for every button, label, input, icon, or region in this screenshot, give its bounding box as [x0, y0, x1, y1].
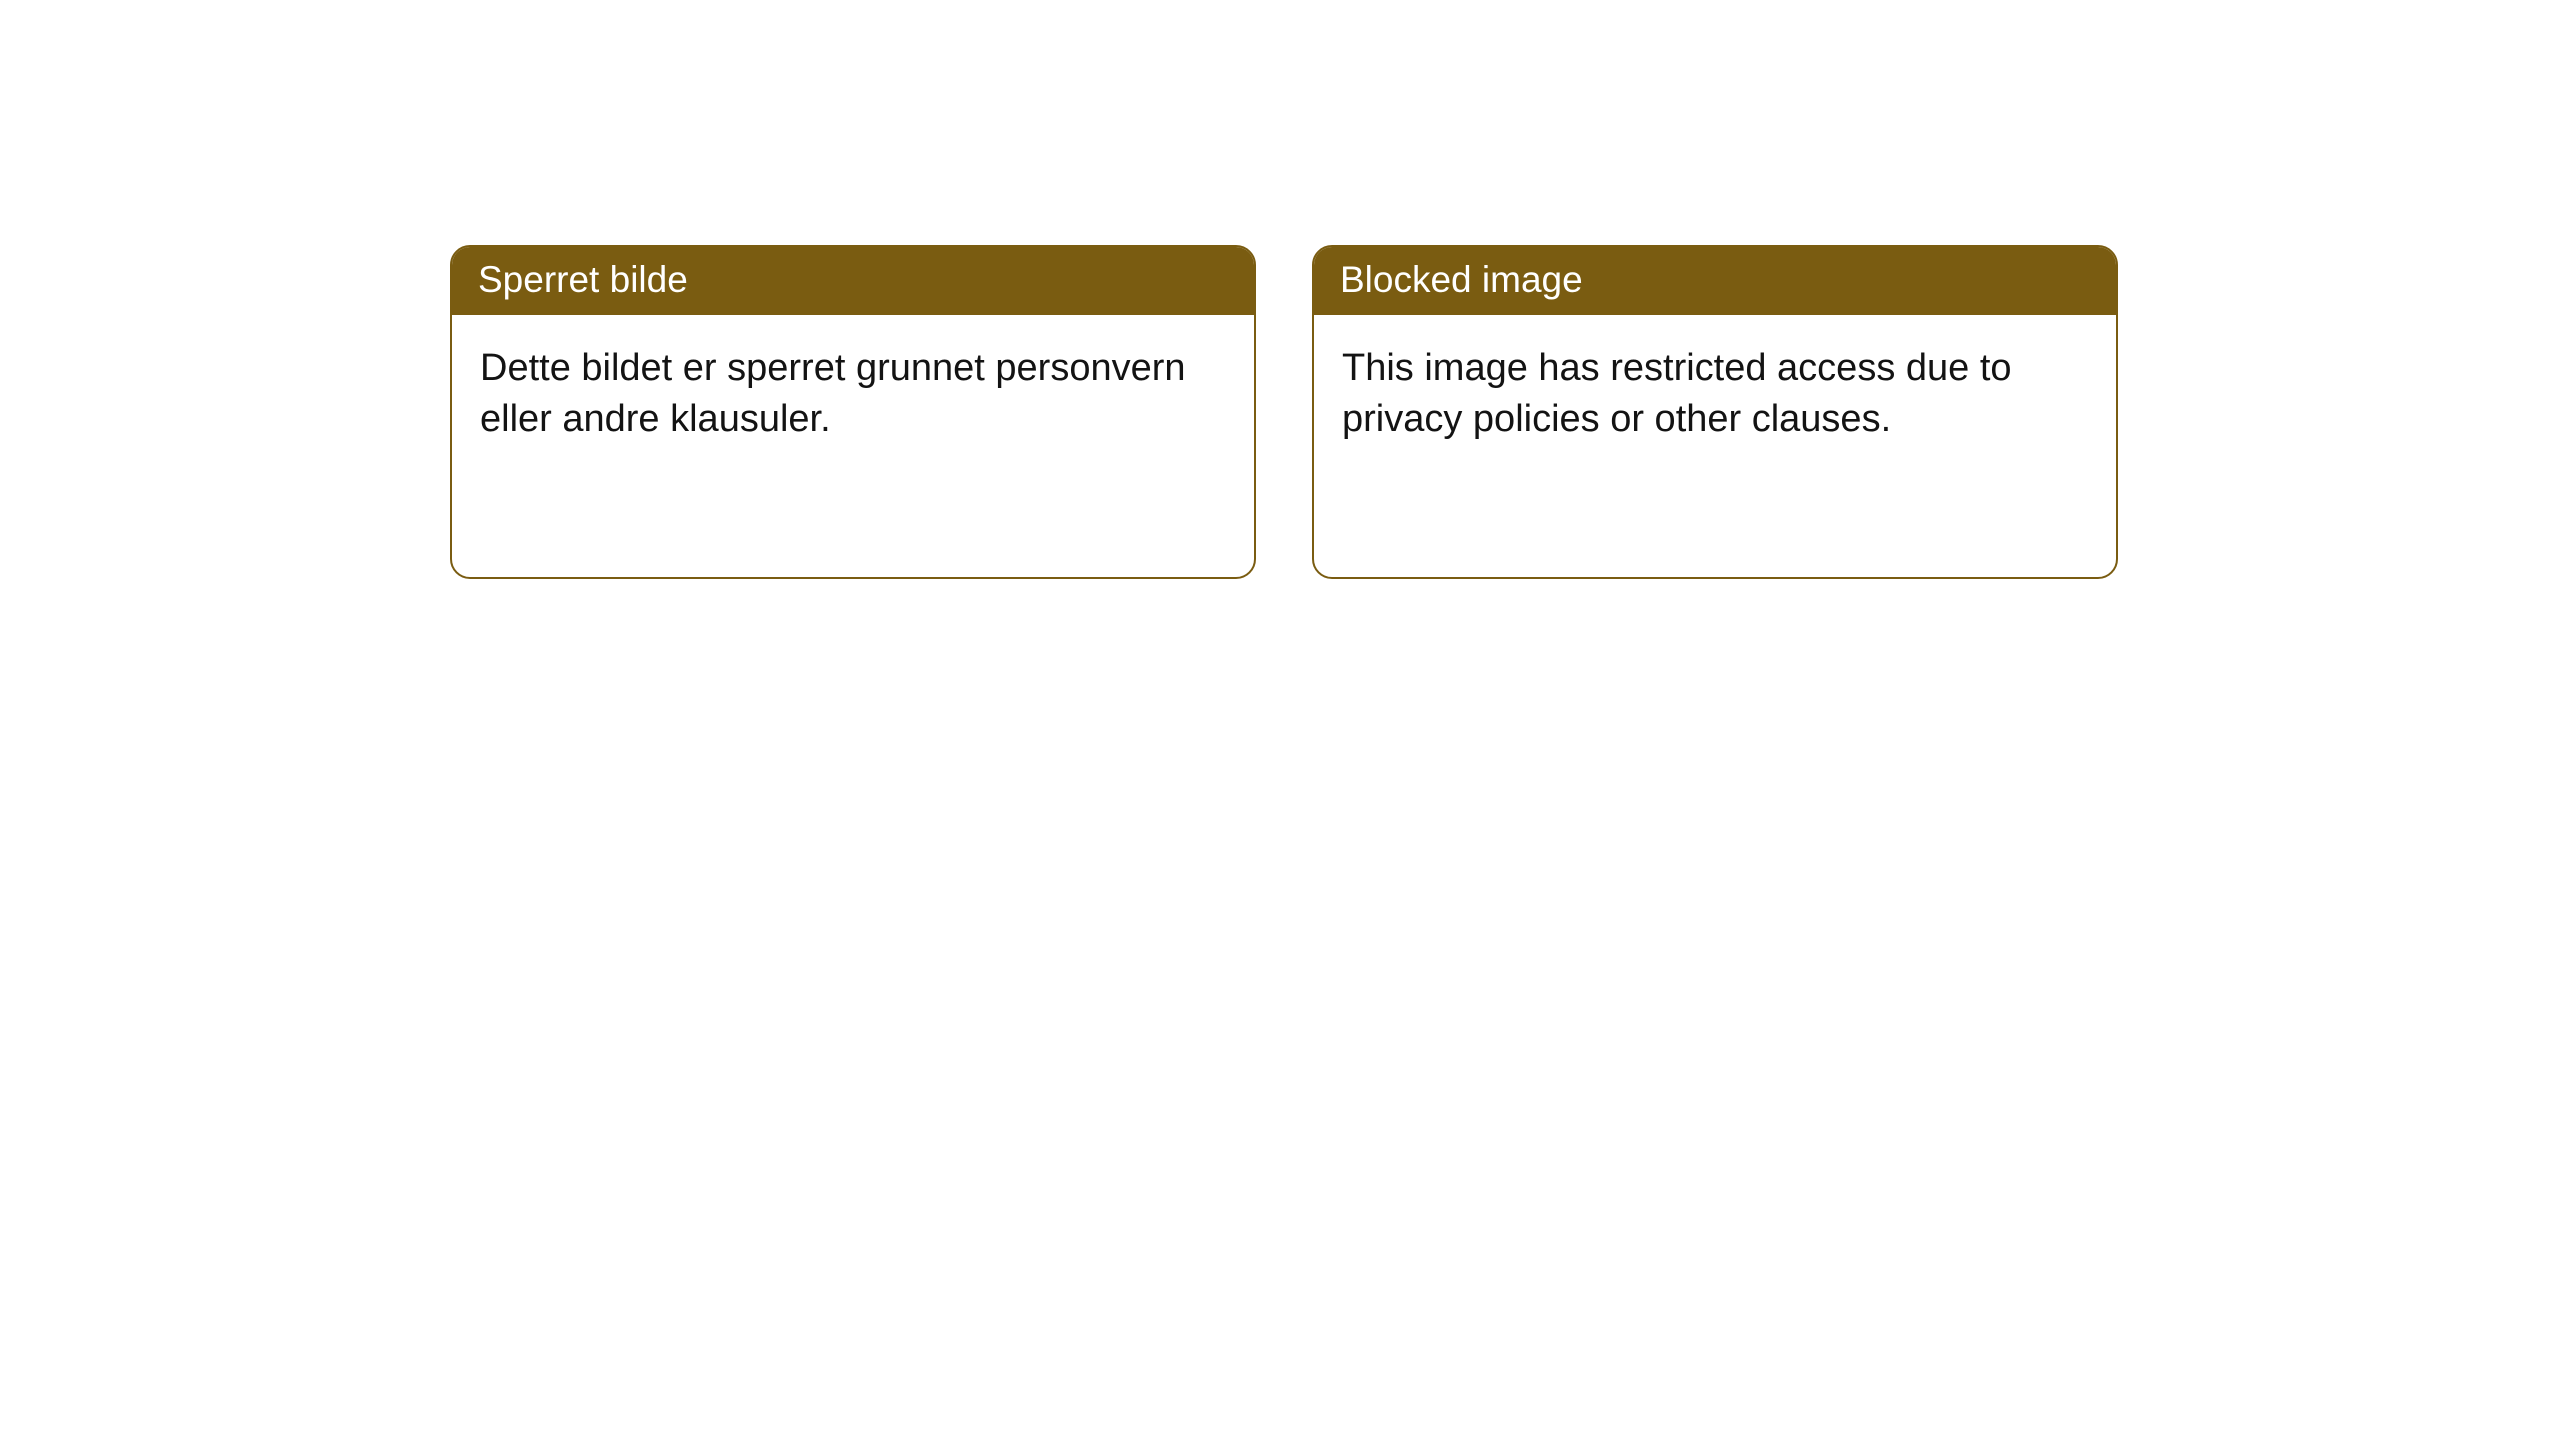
blocked-image-card-no: Sperret bilde Dette bildet er sperret gr… — [450, 245, 1256, 579]
card-header: Blocked image — [1314, 247, 2116, 315]
card-title: Blocked image — [1340, 259, 1583, 300]
cards-container: Sperret bilde Dette bildet er sperret gr… — [0, 0, 2560, 579]
card-body: This image has restricted access due to … — [1314, 315, 2116, 474]
card-header: Sperret bilde — [452, 247, 1254, 315]
blocked-image-card-en: Blocked image This image has restricted … — [1312, 245, 2118, 579]
card-body-text: This image has restricted access due to … — [1342, 347, 2012, 440]
card-body-text: Dette bildet er sperret grunnet personve… — [480, 347, 1186, 440]
card-body: Dette bildet er sperret grunnet personve… — [452, 315, 1254, 474]
card-title: Sperret bilde — [478, 259, 688, 300]
